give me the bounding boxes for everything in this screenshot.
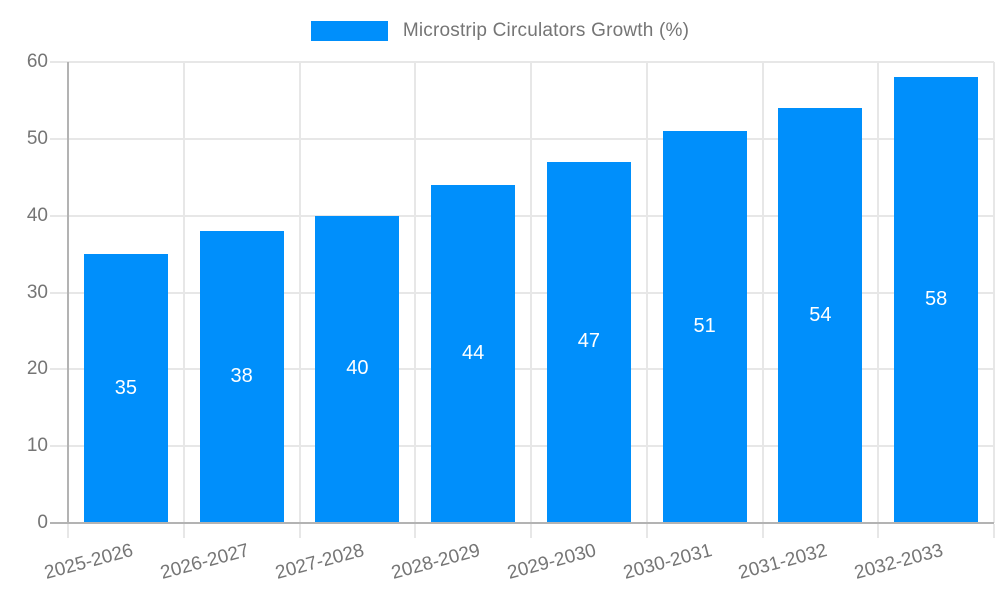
bar-2031-2032[interactable] (778, 108, 863, 523)
bar-2032-2033[interactable] (894, 77, 979, 523)
x-gridline (645, 62, 648, 523)
x-gridline (414, 62, 417, 523)
bar-2027-2028[interactable] (315, 215, 400, 523)
bar-2026-2027[interactable] (199, 231, 284, 523)
x-gridline (761, 62, 764, 523)
x-gridline (298, 62, 301, 523)
x-axis-tick (761, 524, 764, 538)
bar-2028-2029[interactable] (431, 184, 516, 523)
x-gridline (877, 62, 880, 523)
x-axis-line (50, 522, 994, 524)
x-axis-tick (182, 524, 185, 538)
y-gridline (50, 368, 994, 371)
legend-series-label: Microstrip Circulators Growth (%) (402, 20, 690, 41)
legend-swatch-icon (310, 21, 388, 41)
x-axis-tick (67, 524, 69, 538)
y-gridline (50, 291, 994, 294)
y-axis-tick-label: 60 (26, 51, 48, 72)
y-gridline (50, 445, 994, 448)
x-axis-tick (414, 524, 417, 538)
x-axis-tick (993, 524, 995, 538)
x-gridline (993, 62, 995, 523)
y-axis-tick-label: 30 (26, 281, 48, 303)
y-axis-tick-label: 10 (26, 435, 48, 457)
x-axis-tick (530, 524, 532, 538)
x-gridline (182, 62, 185, 523)
x-axis-tick (298, 524, 301, 538)
x-axis-tick (877, 524, 880, 538)
x-gridline (530, 62, 532, 523)
y-gridline (50, 61, 994, 63)
y-axis-tick-label: 50 (26, 127, 48, 149)
y-gridline (50, 214, 994, 217)
y-axis-tick-label: 40 (26, 204, 48, 226)
bar-2025-2026[interactable] (83, 254, 168, 523)
y-axis-tick-label: 0 (37, 512, 48, 533)
y-axis-line (67, 62, 69, 523)
y-gridline (50, 137, 994, 140)
bar-2030-2031[interactable] (662, 131, 747, 523)
x-axis-tick (645, 524, 648, 538)
y-axis-tick-label: 20 (26, 358, 48, 380)
legend[interactable]: Microstrip Circulators Growth (%) (0, 20, 1000, 42)
bar-2029-2030[interactable] (546, 161, 631, 523)
